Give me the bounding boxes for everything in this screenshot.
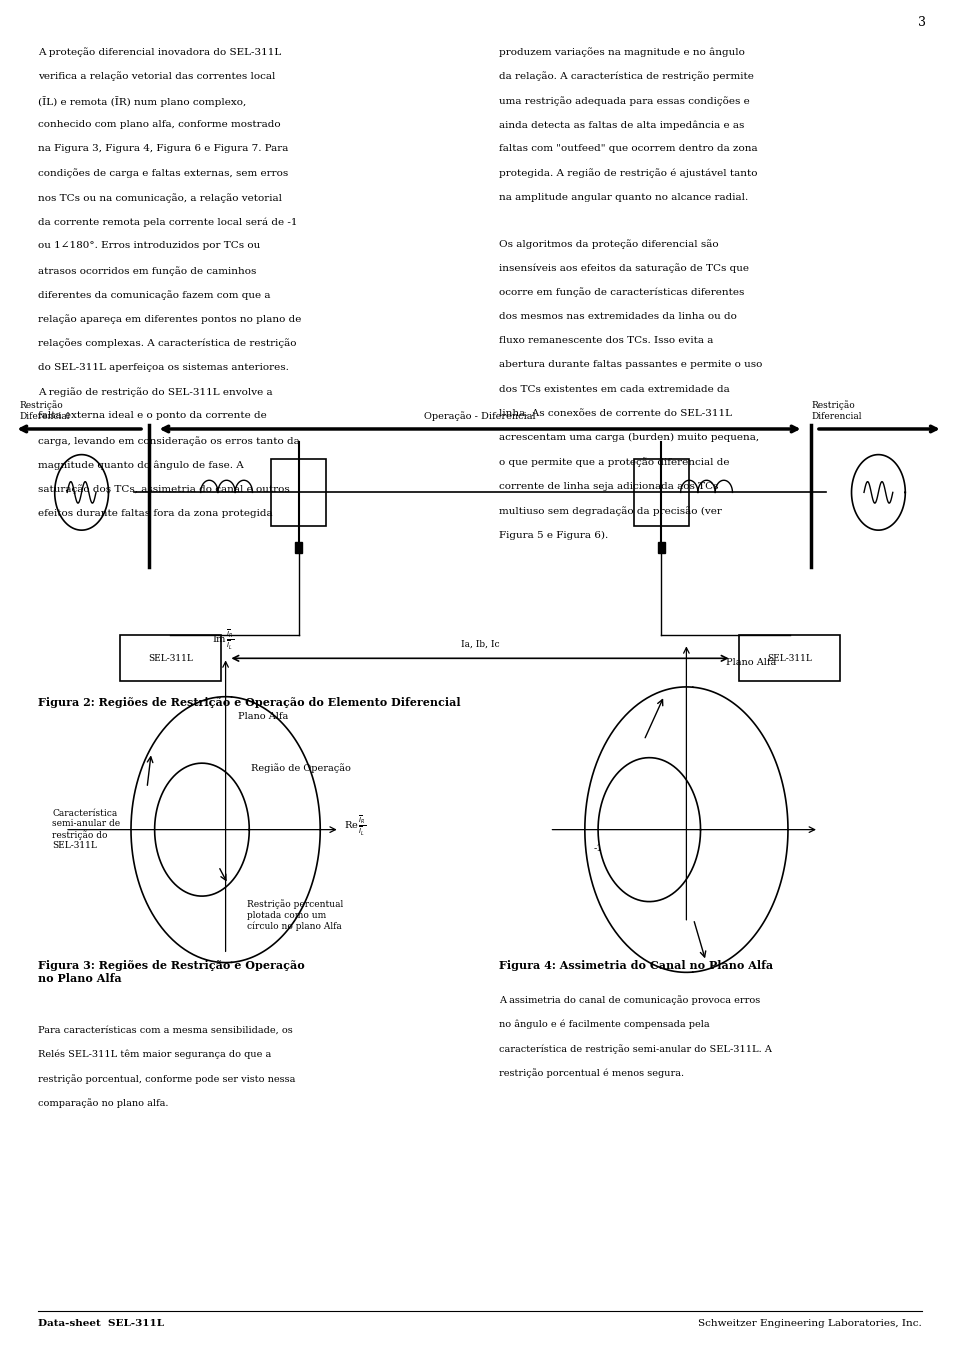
Text: Figura 2: Regiões de Restrição e Operação do Elemento Diferencial: Figura 2: Regiões de Restrição e Operaçã… [38, 697, 461, 708]
Text: Para características com a mesma sensibilidade, os: Para características com a mesma sensibi… [38, 1025, 293, 1035]
Bar [634, 459, 689, 526]
Text: corrente de linha seja adicionada aos TCs: corrente de linha seja adicionada aos TC… [499, 482, 719, 491]
Text: Região de Operação: Região de Operação [251, 764, 350, 773]
Text: insensíveis aos efeitos da saturação de TCs que: insensíveis aos efeitos da saturação de … [499, 263, 749, 272]
Text: nos TCs ou na comunicação, a relação vetorial: nos TCs ou na comunicação, a relação vet… [38, 193, 282, 202]
Text: restrição porcentual, conforme pode ser visto nessa: restrição porcentual, conforme pode ser … [38, 1074, 296, 1083]
Text: atrasos ocorridos em função de caminhos: atrasos ocorridos em função de caminhos [38, 266, 256, 275]
Text: do SEL-311L aperfeiçoa os sistemas anteriores.: do SEL-311L aperfeiçoa os sistemas anter… [38, 363, 289, 372]
Text: Restrição
Diferencial: Restrição Diferencial [19, 401, 70, 421]
Bar [739, 635, 840, 681]
Text: linha. As conexões de corrente do SEL-311L: linha. As conexões de corrente do SEL-31… [499, 409, 732, 418]
Text: Im$\,\frac{\overline{I}_R}{\overline{I}_L}$: Im$\,\frac{\overline{I}_R}{\overline{I}_… [211, 627, 234, 652]
Text: ainda detecta as faltas de alta impedância e as: ainda detecta as faltas de alta impedânc… [499, 120, 745, 130]
Text: faltas com "outfeed" que ocorrem dentro da zona: faltas com "outfeed" que ocorrem dentro … [499, 144, 757, 154]
Text: ocorre em função de características diferentes: ocorre em função de características dife… [499, 287, 745, 297]
Text: Restrição
Diferencial: Restrição Diferencial [811, 401, 862, 421]
Text: condições de carga e faltas externas, sem erros: condições de carga e faltas externas, se… [38, 169, 289, 178]
Text: abertura durante faltas passantes e permite o uso: abertura durante faltas passantes e perm… [499, 360, 762, 370]
Text: dos TCs existentes em cada extremidade da: dos TCs existentes em cada extremidade d… [499, 384, 730, 394]
Text: ou 1∠180°. Erros introduzidos por TCs ou: ou 1∠180°. Erros introduzidos por TCs ou [38, 241, 261, 251]
Text: Re$\,\frac{\overline{I}_R}{\overline{I}_L}$: Re$\,\frac{\overline{I}_R}{\overline{I}_… [344, 813, 366, 838]
Text: Ia, Ib, Ic: Ia, Ib, Ic [461, 639, 499, 649]
Text: Figura 4: Assimetria do Canal no Plano Alfa: Figura 4: Assimetria do Canal no Plano A… [499, 960, 774, 971]
Text: protegida. A região de restrição é ajustável tanto: protegida. A região de restrição é ajust… [499, 169, 757, 178]
Text: saturação dos TCs, assimetria do canal e outros: saturação dos TCs, assimetria do canal e… [38, 484, 290, 494]
Text: 3: 3 [918, 16, 925, 30]
Text: Schweitzer Engineering Laboratories, Inc.: Schweitzer Engineering Laboratories, Inc… [698, 1319, 922, 1329]
Text: diferentes da comunicação fazem com que a: diferentes da comunicação fazem com que … [38, 290, 271, 299]
Text: (ĪL) e remota (ĪR) num plano complexo,: (ĪL) e remota (ĪR) num plano complexo, [38, 96, 247, 107]
Text: produzem variações na magnitude e no ângulo: produzem variações na magnitude e no âng… [499, 47, 745, 57]
Bar [120, 635, 221, 681]
Text: multiuso sem degradação da precisão (ver: multiuso sem degradação da precisão (ver [499, 506, 722, 515]
Text: Figura 3: Regiões de Restrição e Operação
no Plano Alfa: Figura 3: Regiões de Restrição e Operaçã… [38, 960, 305, 985]
Text: da corrente remota pela corrente local será de -1: da corrente remota pela corrente local s… [38, 217, 298, 227]
Text: verifica a relação vetorial das correntes local: verifica a relação vetorial das corrente… [38, 71, 276, 81]
Bar [271, 459, 326, 526]
Text: efeitos durante faltas fora da zona protegida: efeitos durante faltas fora da zona prot… [38, 509, 273, 518]
Text: carga, levando em consideração os erros tanto da: carga, levando em consideração os erros … [38, 436, 300, 445]
Text: Data-sheet  SEL-311L: Data-sheet SEL-311L [38, 1319, 164, 1329]
Text: Os algoritmos da proteção diferencial são: Os algoritmos da proteção diferencial sã… [499, 239, 719, 248]
Text: da relação. A característica de restrição permite: da relação. A característica de restriçã… [499, 71, 754, 81]
Text: Restrição percentual
plotada como um
círculo no plano Alfa: Restrição percentual plotada como um cír… [247, 900, 343, 931]
Text: na amplitude angular quanto no alcance radial.: na amplitude angular quanto no alcance r… [499, 193, 749, 202]
Text: restrição porcentual é menos segura.: restrição porcentual é menos segura. [499, 1068, 684, 1078]
Text: A região de restrição do SEL-311L envolve a: A região de restrição do SEL-311L envolv… [38, 387, 273, 397]
Text: Figura 5 e Figura 6).: Figura 5 e Figura 6). [499, 530, 609, 540]
Bar [295, 542, 302, 553]
Text: Plano Alfa: Plano Alfa [726, 657, 777, 666]
Text: falta externa ideal e o ponto da corrente de: falta externa ideal e o ponto da corrent… [38, 411, 267, 421]
Text: acrescentam uma carga (burden) muito pequena,: acrescentam uma carga (burden) muito peq… [499, 433, 759, 442]
Text: Relés SEL-311L têm maior segurança do que a: Relés SEL-311L têm maior segurança do qu… [38, 1050, 272, 1059]
Text: o que permite que a proteção diferencial de: o que permite que a proteção diferencial… [499, 457, 730, 467]
Text: SEL-311L: SEL-311L [767, 654, 812, 662]
Text: uma restrição adequada para essas condições e: uma restrição adequada para essas condiç… [499, 96, 750, 105]
Text: magnitude quanto do ângulo de fase. A: magnitude quanto do ângulo de fase. A [38, 460, 244, 469]
Text: SEL-311L: SEL-311L [148, 654, 193, 662]
Text: Operação - Diferencial: Operação - Diferencial [424, 411, 536, 421]
Text: dos mesmos nas extremidades da linha ou do: dos mesmos nas extremidades da linha ou … [499, 312, 737, 321]
Text: na Figura 3, Figura 4, Figura 6 e Figura 7. Para: na Figura 3, Figura 4, Figura 6 e Figura… [38, 144, 289, 154]
Text: relação apareça em diferentes pontos no plano de: relação apareça em diferentes pontos no … [38, 314, 301, 324]
Text: característica de restrição semi-anular do SEL-311L. A: característica de restrição semi-anular … [499, 1044, 772, 1054]
Text: comparação no plano alfa.: comparação no plano alfa. [38, 1098, 169, 1108]
Text: no ângulo e é facilmente compensada pela: no ângulo e é facilmente compensada pela [499, 1020, 709, 1029]
Text: -1: -1 [593, 844, 603, 854]
Text: fluxo remanescente dos TCs. Isso evita a: fluxo remanescente dos TCs. Isso evita a [499, 336, 713, 345]
Text: conhecido com plano alfa, conforme mostrado: conhecido com plano alfa, conforme mostr… [38, 120, 281, 130]
Text: relações complexas. A característica de restrição: relações complexas. A característica de … [38, 339, 297, 348]
Text: Plano Alfa: Plano Alfa [238, 712, 289, 722]
Text: A proteção diferencial inovadora do SEL-311L: A proteção diferencial inovadora do SEL-… [38, 47, 281, 57]
Bar [658, 542, 665, 553]
Text: A assimetria do canal de comunicação provoca erros: A assimetria do canal de comunicação pro… [499, 996, 760, 1005]
Text: Característica
semi-anular de
restrição do
SEL-311L: Característica semi-anular de restrição … [53, 809, 121, 850]
